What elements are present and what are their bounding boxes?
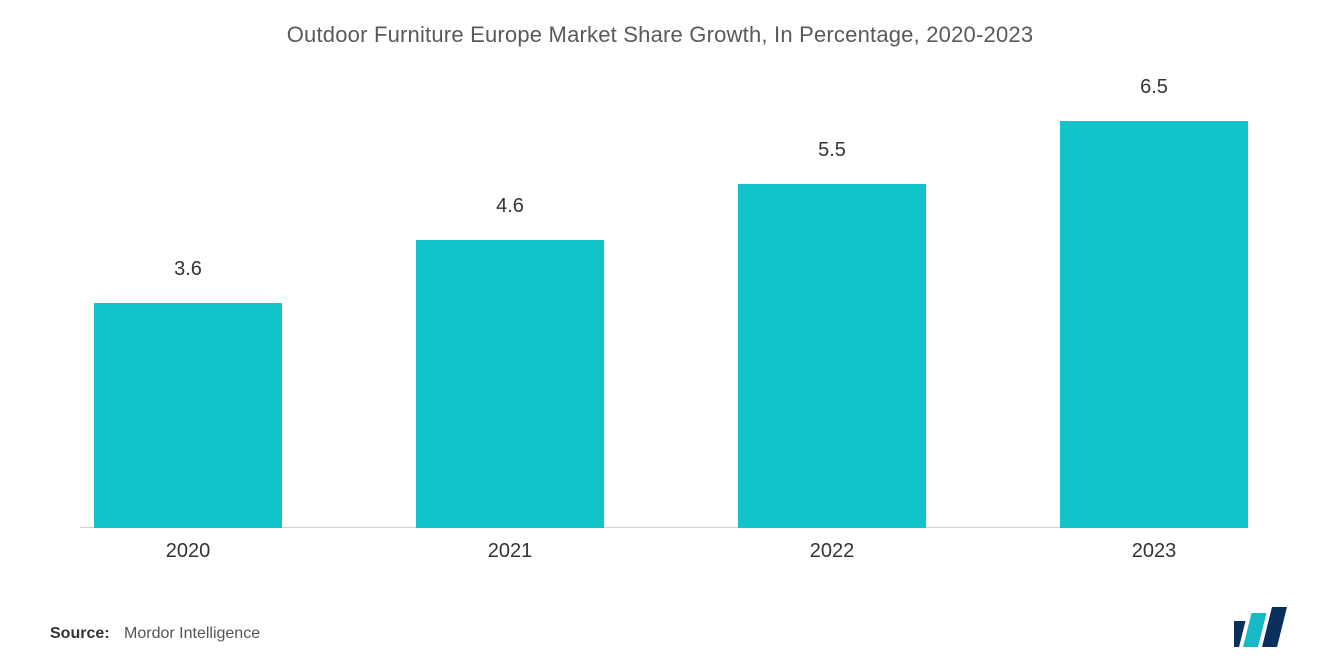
- bar-group: 6.5: [1060, 90, 1248, 528]
- bar: [416, 240, 604, 528]
- bar: [94, 303, 282, 528]
- category-label: 2022: [738, 540, 926, 563]
- chart-title: Outdoor Furniture Europe Market Share Gr…: [0, 22, 1320, 48]
- mordor-logo-icon: [1234, 607, 1290, 647]
- chart-container: Outdoor Furniture Europe Market Share Gr…: [0, 0, 1320, 665]
- bar-group: 5.5: [738, 90, 926, 528]
- category-label: 2021: [416, 540, 604, 563]
- source-text: Mordor Intelligence: [124, 625, 260, 642]
- bar: [738, 184, 926, 528]
- source-attribution: Source: Mordor Intelligence: [50, 625, 260, 643]
- bar-value-label: 4.6: [416, 195, 604, 218]
- plot-area: 3.64.65.56.5: [80, 90, 1240, 528]
- bar-value-label: 3.6: [94, 258, 282, 281]
- category-label: 2020: [94, 540, 282, 563]
- bar-value-label: 5.5: [738, 139, 926, 162]
- category-label: 2023: [1060, 540, 1248, 563]
- bar: [1060, 121, 1248, 528]
- source-prefix: Source:: [50, 625, 110, 642]
- bar-group: 3.6: [94, 90, 282, 528]
- bar-value-label: 6.5: [1060, 76, 1248, 99]
- bar-group: 4.6: [416, 90, 604, 528]
